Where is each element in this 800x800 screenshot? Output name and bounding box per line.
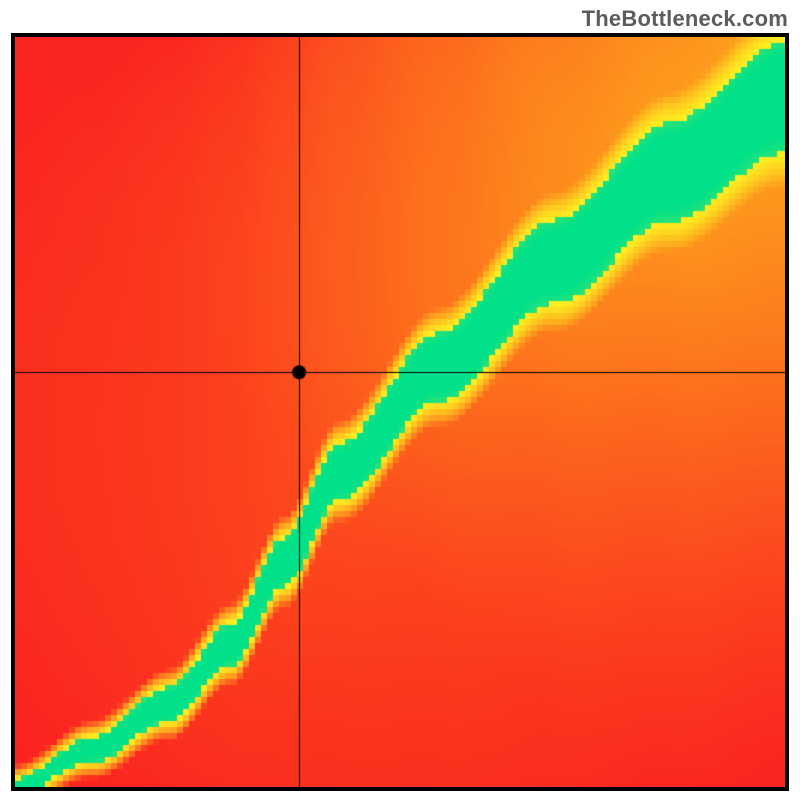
watermark: TheBottleneck.com bbox=[582, 6, 788, 32]
heatmap-canvas bbox=[15, 37, 785, 787]
